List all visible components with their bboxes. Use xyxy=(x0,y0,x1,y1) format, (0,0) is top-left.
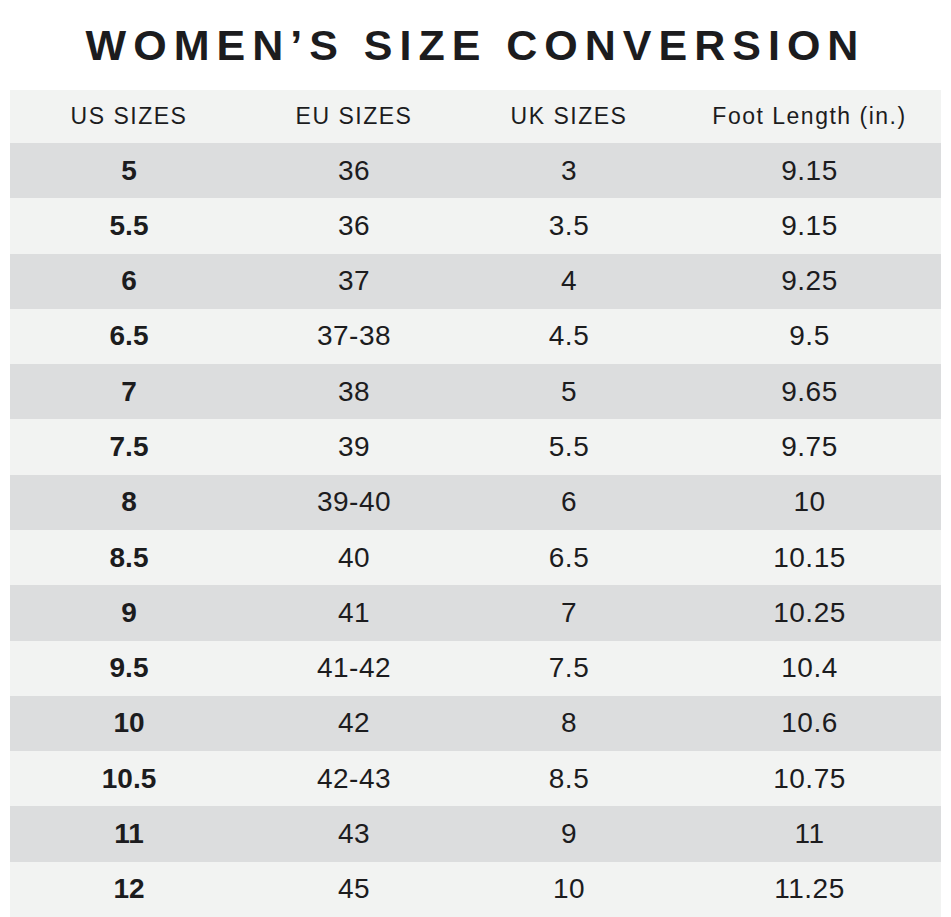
column-header-uk-sizes: UK SIZES xyxy=(460,103,678,130)
table-cell: 4 xyxy=(460,265,678,297)
table-cell: 7.5 xyxy=(10,431,248,463)
table-cell: 11 xyxy=(678,818,941,850)
table-cell: 6.5 xyxy=(460,542,678,574)
table-cell: 11 xyxy=(10,818,248,850)
table-cell: 10 xyxy=(10,707,248,739)
table-row: 1042810.6 xyxy=(10,696,941,751)
table-cell: 9.15 xyxy=(678,210,941,242)
table-cell: 12 xyxy=(10,873,248,905)
table-cell: 10.5 xyxy=(10,763,248,795)
table-cell: 39 xyxy=(248,431,460,463)
table-cell: 5.5 xyxy=(10,210,248,242)
table-row: 10.542-438.510.75 xyxy=(10,751,941,806)
table-row: 839-40610 xyxy=(10,475,941,530)
page-title: WOMEN’S SIZE CONVERSION xyxy=(86,21,866,70)
size-conversion-page: WOMEN’S SIZE CONVERSION US SIZES EU SIZE… xyxy=(0,0,951,917)
column-header-foot-length: Foot Length (in.) xyxy=(678,103,941,130)
table-cell: 5.5 xyxy=(460,431,678,463)
table-cell: 10.75 xyxy=(678,763,941,795)
table-cell: 10.6 xyxy=(678,707,941,739)
table-cell: 37-38 xyxy=(248,320,460,352)
table-cell: 41-42 xyxy=(248,652,460,684)
table-cell: 43 xyxy=(248,818,460,850)
table-body: 53639.155.5363.59.1563749.256.537-384.59… xyxy=(10,143,941,917)
title-band: WOMEN’S SIZE CONVERSION xyxy=(0,0,951,90)
table-cell: 40 xyxy=(248,542,460,574)
table-cell: 9.5 xyxy=(678,320,941,352)
table-cell: 36 xyxy=(248,155,460,187)
table-row: 941710.25 xyxy=(10,585,941,640)
table-row: 8.5406.510.15 xyxy=(10,530,941,585)
table-row: 1143911 xyxy=(10,806,941,861)
table-cell: 7.5 xyxy=(460,652,678,684)
table-cell: 8.5 xyxy=(10,542,248,574)
table-cell: 9.65 xyxy=(678,376,941,408)
table-cell: 5 xyxy=(460,376,678,408)
table-cell: 3 xyxy=(460,155,678,187)
table-cell: 7 xyxy=(460,597,678,629)
column-header-eu-sizes: EU SIZES xyxy=(248,103,460,130)
table-cell: 8 xyxy=(460,707,678,739)
table-cell: 4.5 xyxy=(460,320,678,352)
table-cell: 3.5 xyxy=(460,210,678,242)
table-cell: 6 xyxy=(460,486,678,518)
table-row: 53639.15 xyxy=(10,143,941,198)
table-cell: 8 xyxy=(10,486,248,518)
column-header-us-sizes: US SIZES xyxy=(10,103,248,130)
table-cell: 10.15 xyxy=(678,542,941,574)
table-cell: 9.25 xyxy=(678,265,941,297)
table-cell: 10.4 xyxy=(678,652,941,684)
table-row: 6.537-384.59.5 xyxy=(10,309,941,364)
table-row: 9.541-427.510.4 xyxy=(10,641,941,696)
table-cell: 11.25 xyxy=(678,873,941,905)
table-cell: 9.5 xyxy=(10,652,248,684)
table-cell: 37 xyxy=(248,265,460,297)
table-cell: 42-43 xyxy=(248,763,460,795)
table-cell: 10.25 xyxy=(678,597,941,629)
table-cell: 6 xyxy=(10,265,248,297)
table-cell: 45 xyxy=(248,873,460,905)
table-cell: 9 xyxy=(460,818,678,850)
table-cell: 7 xyxy=(10,376,248,408)
table-row: 73859.65 xyxy=(10,364,941,419)
table-cell: 9 xyxy=(10,597,248,629)
table-cell: 10 xyxy=(460,873,678,905)
size-conversion-table: US SIZES EU SIZES UK SIZES Foot Length (… xyxy=(10,90,941,917)
table-cell: 41 xyxy=(248,597,460,629)
table-cell: 10 xyxy=(678,486,941,518)
table-cell: 38 xyxy=(248,376,460,408)
table-cell: 8.5 xyxy=(460,763,678,795)
table-cell: 36 xyxy=(248,210,460,242)
table-cell: 39-40 xyxy=(248,486,460,518)
table-cell: 9.15 xyxy=(678,155,941,187)
table-cell: 5 xyxy=(10,155,248,187)
table-header-row: US SIZES EU SIZES UK SIZES Foot Length (… xyxy=(10,90,941,143)
table-row: 12451011.25 xyxy=(10,862,941,917)
table-cell: 6.5 xyxy=(10,320,248,352)
table-row: 5.5363.59.15 xyxy=(10,198,941,253)
table-cell: 9.75 xyxy=(678,431,941,463)
table-row: 63749.25 xyxy=(10,254,941,309)
table-cell: 42 xyxy=(248,707,460,739)
table-row: 7.5395.59.75 xyxy=(10,419,941,474)
